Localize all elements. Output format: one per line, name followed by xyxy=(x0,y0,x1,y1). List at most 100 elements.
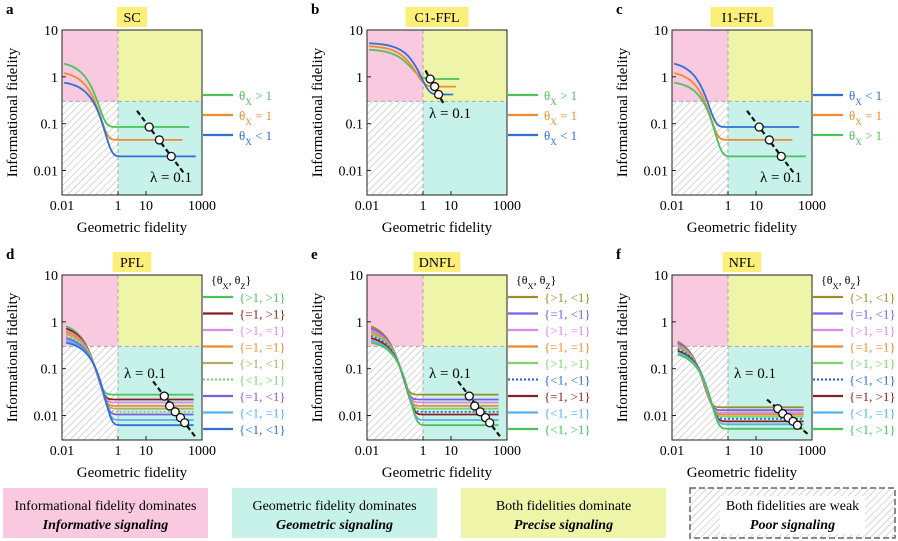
y-tick-label: 0.01 xyxy=(644,165,669,180)
panel-title: NFL xyxy=(729,256,755,271)
axes-frame xyxy=(366,274,508,441)
legend-label-8: {<1, <1} xyxy=(239,422,286,437)
legend-label-0: θX < 1 xyxy=(849,88,882,107)
x-tick-label: 10 xyxy=(139,444,153,459)
axes-frame xyxy=(671,29,813,196)
legend-label-2: {>1, =1} xyxy=(239,323,286,338)
x-tick-label: 0.01 xyxy=(50,444,75,459)
y-tick-label: 0.1 xyxy=(346,363,364,378)
legend-label-7: {<1, =1} xyxy=(544,406,591,421)
lambda-line xyxy=(136,110,185,174)
bottom-legend: Informational fidelity dominates Informat… xyxy=(3,487,896,539)
region-precise xyxy=(118,275,202,347)
region-poor xyxy=(62,101,118,195)
y-tick-label: 1 xyxy=(661,316,668,331)
x-tick-label: 10 xyxy=(749,199,763,214)
legend-label-4: {>1, >1} xyxy=(849,356,896,371)
legend-label-4: {>1, >1} xyxy=(544,356,591,371)
lambda-marker-1 xyxy=(154,135,165,145)
legend-box-line1: Geometric fidelity dominates xyxy=(252,499,416,514)
lambda-label: λ = 0.1 xyxy=(760,170,802,186)
y-tick-label: 0.01 xyxy=(34,410,59,425)
legend: {θX, θZ}{>1, <1} {=1, <1}{>1, =1} {=1, =1}… xyxy=(813,273,896,437)
panel-b: b C1-FFL λ = 0.1 0.01 1 10 1000 0.01 0.1 1 10 Geome… xyxy=(310,2,577,236)
legend-label-8: {<1, >1} xyxy=(849,422,896,437)
x-tick-label: 1000 xyxy=(188,199,216,214)
lambda-marker-0 xyxy=(754,122,764,132)
y-axis-label: Informational fidelity xyxy=(615,292,631,422)
series-line-8 xyxy=(677,353,804,430)
panel-e: e DNFL λ = 0.1 0.01 1 10 1000 0.01 0.1 1 10 Geometr… xyxy=(310,247,591,481)
lambda-marker-4 xyxy=(484,418,495,428)
legend-label-1: {=1, <1} xyxy=(544,307,591,322)
y-tick-label: 10 xyxy=(44,269,58,284)
panel-letter: d xyxy=(6,247,15,263)
legend-label-5: {<1, <1} xyxy=(544,373,591,388)
x-axis-label: Geometric fidelity xyxy=(77,465,188,481)
legend-label-7: {<1, =1} xyxy=(239,406,286,421)
legend-label-6: {=1, <1} xyxy=(239,389,286,404)
panel-letter: c xyxy=(616,2,623,18)
region-precise xyxy=(118,30,202,102)
y-tick-label: 10 xyxy=(44,24,58,39)
y-tick-label: 1 xyxy=(356,316,363,331)
legend: θX > 1θX = 1θX < 1 xyxy=(203,88,272,147)
lambda-marker-0 xyxy=(425,74,435,84)
legend-header: {θX, θZ} xyxy=(516,273,556,291)
legend-label-0: {>1, >1} xyxy=(239,290,286,305)
x-axis-label: Geometric fidelity xyxy=(687,465,798,481)
region-poor xyxy=(367,101,423,195)
region-poor xyxy=(367,346,423,440)
x-tick-label: 1000 xyxy=(493,199,521,214)
y-tick-label: 0.1 xyxy=(651,118,669,133)
panel-f: f NFL λ = 0.1 0.01 1 10 1000 0.01 0.1 1 10 Geometri… xyxy=(615,247,896,481)
lambda-label: λ = 0.1 xyxy=(429,366,471,382)
panel-letter: a xyxy=(6,2,14,18)
lambda-marker-1 xyxy=(764,135,775,145)
lambda-marker-0 xyxy=(144,122,154,132)
region-geometric xyxy=(118,101,202,195)
y-tick-label: 10 xyxy=(654,24,668,39)
y-tick-label: 0.01 xyxy=(339,165,364,180)
y-axis-label: Informational fidelity xyxy=(615,47,631,177)
legend-label-1: {=1, >1} xyxy=(239,307,286,322)
y-tick-label: 0.01 xyxy=(34,165,59,180)
y-tick-label: 0.1 xyxy=(651,363,669,378)
x-tick-label: 1 xyxy=(115,199,122,214)
axes-frame xyxy=(61,29,203,196)
x-tick-label: 1 xyxy=(725,199,732,214)
legend-box-1 xyxy=(232,488,437,538)
legend-label-8: {<1, >1} xyxy=(544,422,591,437)
lambda-marker-2 xyxy=(433,89,444,100)
legend-label-1: θX = 1 xyxy=(849,108,882,127)
panel-title-box xyxy=(116,7,148,27)
legend-label-0: θX > 1 xyxy=(239,88,272,107)
legend: θX > 1θX = 1θX < 1 xyxy=(508,88,577,147)
x-tick-label: 1 xyxy=(725,444,732,459)
lambda-marker-1 xyxy=(429,81,440,92)
axes-frame xyxy=(671,274,813,441)
legend-label-3: {=1, =1} xyxy=(239,340,286,355)
lambda-marker-2 xyxy=(475,407,485,417)
y-tick-label: 1 xyxy=(51,71,58,86)
y-axis-label: Informational fidelity xyxy=(5,47,21,177)
legend-box-text-bg xyxy=(720,496,865,534)
region-poor xyxy=(672,101,728,195)
x-axis-label: Geometric fidelity xyxy=(382,220,493,236)
y-tick-label: 0.1 xyxy=(41,118,59,133)
y-tick-label: 0.01 xyxy=(644,410,669,425)
lambda-marker-2 xyxy=(170,407,180,417)
legend-box-line2: Informative signaling xyxy=(42,518,169,533)
lambda-marker-4 xyxy=(179,418,190,428)
legend-box-line2: Geometric signaling xyxy=(276,518,393,533)
panel-letter: e xyxy=(311,247,318,263)
panel-title-box xyxy=(710,7,774,27)
series-line-1 xyxy=(369,45,456,88)
legend-label-0: θX > 1 xyxy=(544,88,577,107)
legend-label-7: {<1, =1} xyxy=(849,406,896,421)
y-tick-label: 0.01 xyxy=(339,410,364,425)
y-tick-label: 0.1 xyxy=(41,363,59,378)
region-precise xyxy=(728,30,812,102)
lambda-label: λ = 0.1 xyxy=(150,170,192,186)
legend-label-1: θX = 1 xyxy=(544,108,577,127)
